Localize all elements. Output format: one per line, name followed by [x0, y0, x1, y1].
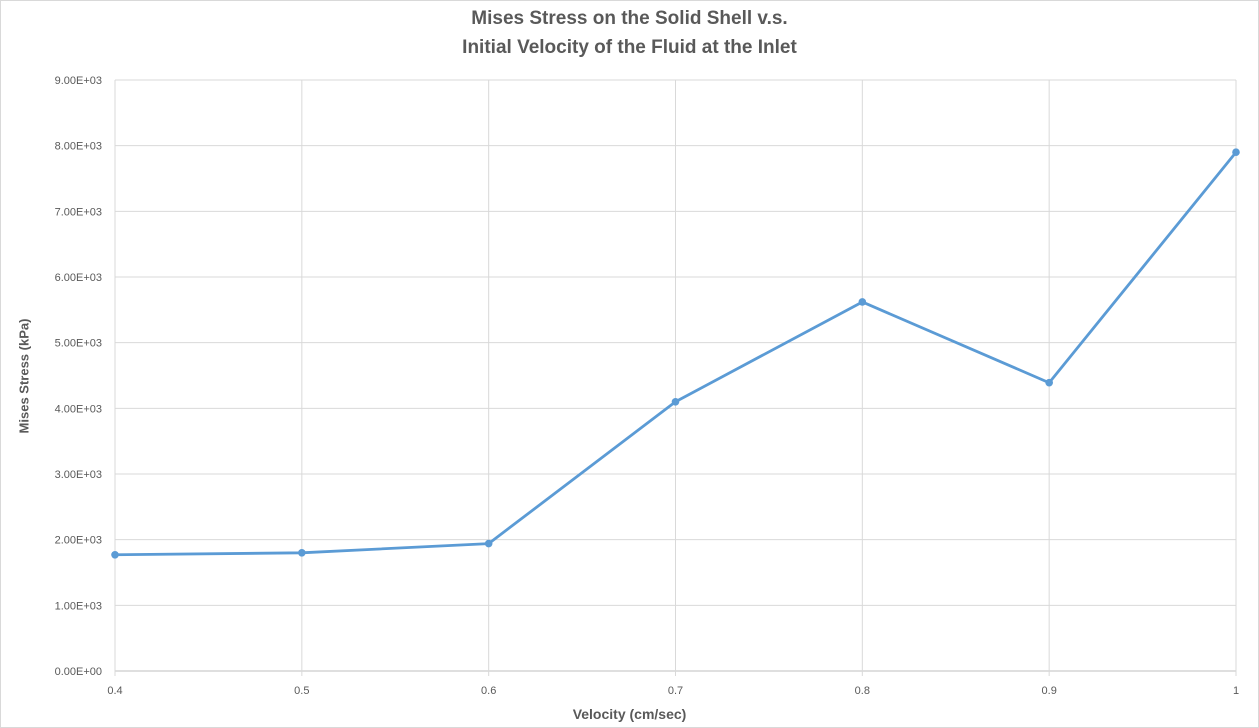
y-tick-label: 8.00E+03	[55, 141, 102, 153]
y-tick-label: 3.00E+03	[55, 469, 102, 481]
x-tick-label: 0.4	[107, 685, 122, 697]
x-tick-label: 0.6	[481, 685, 496, 697]
data-point	[858, 298, 867, 306]
x-axis-label: Velocity (cm/sec)	[572, 706, 687, 722]
y-tick-label: 0.00E+00	[55, 666, 102, 678]
data-point	[484, 539, 493, 548]
y-tick-label: 5.00E+03	[55, 338, 102, 350]
data-point	[1045, 378, 1053, 387]
x-tick-label: 0.5	[294, 685, 309, 697]
chart-title-line-2: Initial Velocity of the Fluid at the Inl…	[462, 37, 797, 58]
y-tick-label: 1.00E+03	[55, 600, 102, 612]
chart-title-line-1: Mises Stress on the Solid Shell v.s.	[471, 8, 788, 29]
y-tick-label: 7.00E+03	[55, 206, 102, 218]
x-tick-label: 0.8	[855, 685, 870, 697]
data-point	[1232, 148, 1240, 157]
data-point	[111, 550, 119, 559]
data-point	[671, 397, 680, 406]
x-tick-label: 1	[1233, 685, 1239, 697]
x-tick-label: 0.9	[1042, 685, 1057, 697]
y-tick-label: 4.00E+03	[55, 403, 102, 415]
data-point	[298, 549, 306, 557]
chart-title: Mises Stress on the Solid Shell v.s. Ini…	[0, 4, 1259, 62]
y-tick-label: 6.00E+03	[55, 272, 102, 284]
y-tick-label: 2.00E+03	[55, 535, 102, 547]
y-tick-label: 9.00E+03	[55, 75, 102, 87]
x-tick-label: 0.7	[668, 685, 683, 697]
